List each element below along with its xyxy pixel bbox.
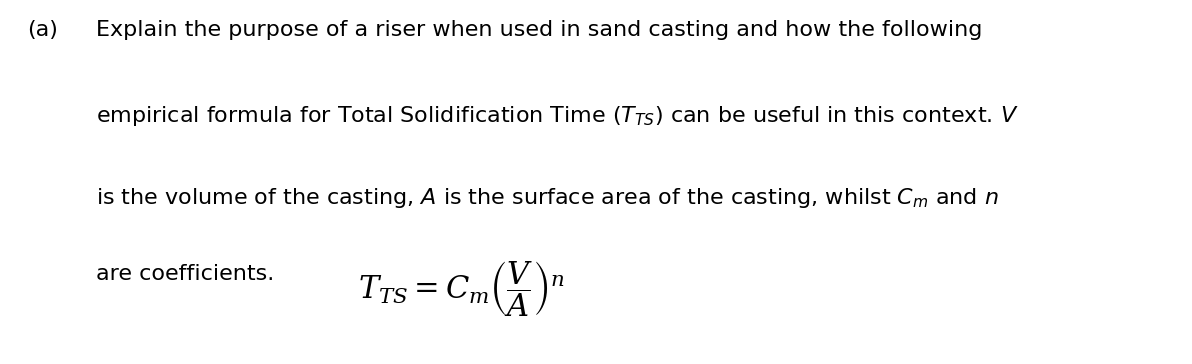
Text: empirical formula for Total Solidification Time ($T_{TS}$) can be useful in this: empirical formula for Total Solidificati… <box>97 103 1018 127</box>
Text: is the volume of the casting, $A$ is the surface area of the casting, whilst $C_: is the volume of the casting, $A$ is the… <box>97 186 999 210</box>
Text: Explain the purpose of a riser when used in sand casting and how the following: Explain the purpose of a riser when used… <box>97 20 982 40</box>
Text: (a): (a) <box>27 20 58 40</box>
Text: $T_{TS} = C_m \left(\dfrac{V}{A}\right)^n$: $T_{TS} = C_m \left(\dfrac{V}{A}\right)^… <box>358 260 565 319</box>
Text: are coefficients.: are coefficients. <box>97 264 274 284</box>
